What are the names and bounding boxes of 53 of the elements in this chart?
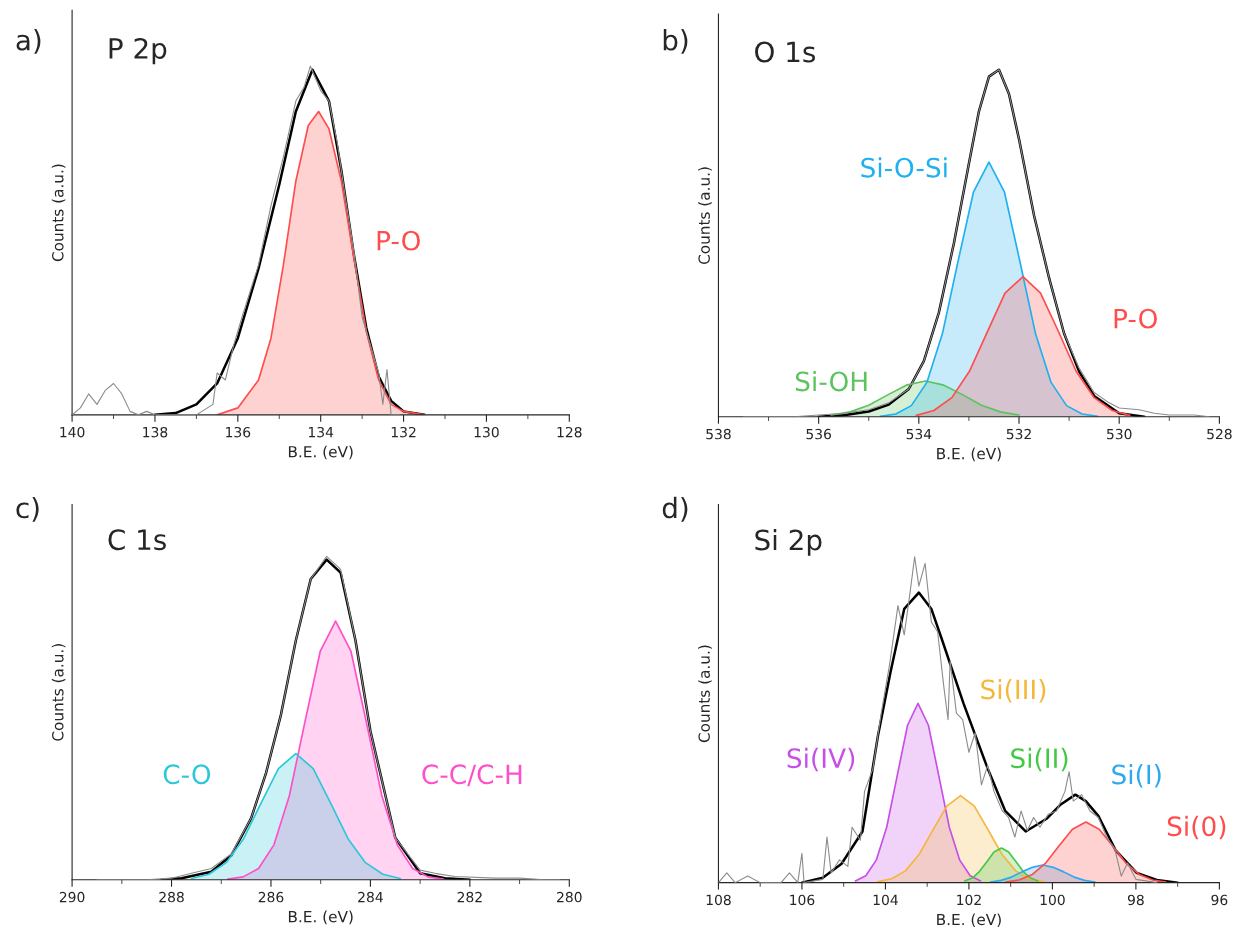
x-tick-label: 138 (143, 426, 168, 438)
x-tick-label: 130 (474, 426, 499, 438)
series-label: Si-O-Si (861, 157, 947, 178)
x-axis-title: B.E. (eV) (288, 910, 353, 925)
x-tick-label: 132 (391, 426, 416, 438)
y-axis-title: Counts (a.u.) (698, 167, 712, 265)
x-tick-label: 280 (557, 891, 582, 903)
chart-title: C 1s (108, 529, 166, 551)
text: Si(III) (981, 678, 1046, 703)
x-axis-title: B.E. (eV) (937, 913, 1001, 928)
x-tick-label: 108 (706, 894, 731, 906)
y-axis-title: Counts (a.u.) (698, 645, 712, 743)
x-tick-label: 286 (258, 891, 284, 903)
series-label: Si(IV) (787, 747, 855, 772)
chart-title: Si 2p (755, 528, 822, 556)
series-label: Si-OH (795, 370, 867, 392)
x-tick-label: 284 (358, 891, 383, 903)
x-tick-label: 538 (706, 428, 731, 440)
x-tick-label: 532 (1006, 428, 1031, 440)
chart-title: O 1s (755, 41, 815, 63)
x-tick-label: 290 (59, 891, 85, 903)
x-tick-label: 288 (159, 891, 184, 903)
x-tick-label: 140 (60, 426, 85, 438)
x-tick-label: 530 (1107, 428, 1132, 440)
y-axis-title: Counts (a.u.) (51, 164, 66, 262)
x-tick-label: 528 (1207, 428, 1232, 440)
x-axis-title: B.E. (eV) (288, 445, 353, 460)
series-label: P-O (377, 230, 420, 251)
x-tick-label: 136 (226, 426, 251, 438)
text: C-O (163, 764, 211, 785)
text: b) (663, 29, 688, 54)
x-tick-label: 536 (806, 428, 832, 440)
text: Si(I) (1112, 764, 1161, 788)
series-label: P-O (1114, 308, 1157, 329)
x-tick-label: 128 (557, 426, 582, 438)
x-tick-label: 98 (1127, 894, 1144, 906)
x-tick-label: 534 (906, 428, 932, 440)
x-axis-title: B.E. (eV) (937, 447, 1001, 462)
series-label: Si(0) (1167, 815, 1226, 840)
text: d) (662, 496, 688, 522)
text: c) (16, 496, 39, 522)
y-axis-title: Counts (a.u.) (51, 644, 66, 741)
x-tick-label: 102 (957, 894, 981, 906)
x-tick-label: 134 (308, 426, 334, 438)
x-tick-label: 96 (1211, 894, 1228, 906)
x-tick-label: 104 (873, 894, 898, 906)
series-label: C-C/C-H (422, 764, 522, 787)
chart-title: P 2p (109, 37, 167, 65)
text: Si(II) (1011, 747, 1068, 772)
text: a) (16, 29, 41, 54)
x-tick-label: 106 (790, 894, 815, 906)
x-tick-label: 282 (457, 891, 482, 903)
x-tick-label: 100 (1040, 894, 1065, 906)
